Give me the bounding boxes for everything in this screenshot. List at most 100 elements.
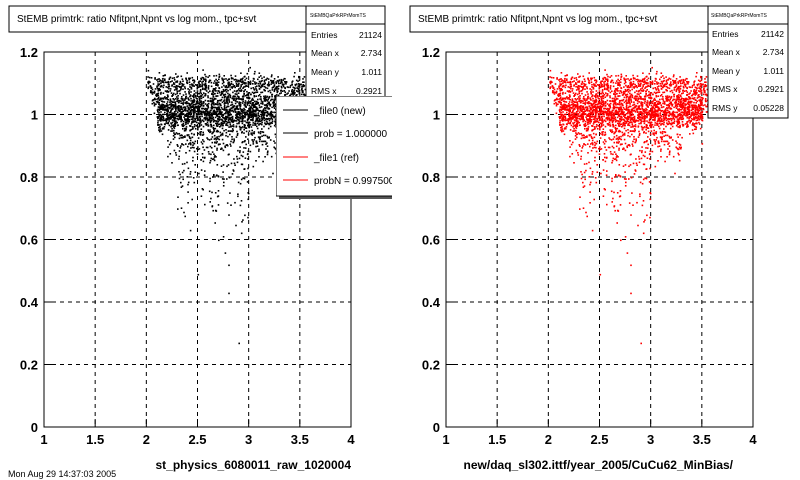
data-point <box>291 84 293 86</box>
data-point <box>267 118 269 120</box>
data-point <box>240 81 243 83</box>
data-point <box>266 104 269 107</box>
data-point <box>253 132 255 135</box>
x-tick-label: 2 <box>143 432 150 447</box>
data-point <box>179 110 181 112</box>
data-point <box>263 110 265 112</box>
data-point <box>688 86 691 88</box>
data-point <box>673 117 675 120</box>
data-point <box>274 107 276 109</box>
data-point <box>559 111 561 113</box>
data-point <box>625 100 627 102</box>
data-point <box>644 111 646 114</box>
data-point <box>266 107 268 109</box>
data-point <box>228 83 231 85</box>
data-point <box>172 104 174 106</box>
data-point <box>209 159 212 162</box>
data-point <box>239 79 242 82</box>
data-point <box>189 139 192 142</box>
data-point <box>274 105 277 108</box>
data-point <box>165 91 168 93</box>
data-point <box>287 92 289 94</box>
data-point <box>197 117 199 120</box>
data-point <box>270 98 273 101</box>
data-point <box>265 111 268 114</box>
data-point <box>241 122 244 125</box>
data-point <box>599 114 601 116</box>
data-point <box>175 86 177 88</box>
data-point <box>170 117 172 120</box>
data-point <box>231 128 234 130</box>
data-point <box>185 123 187 126</box>
data-point <box>642 98 644 100</box>
data-point <box>648 90 650 93</box>
data-point <box>592 123 595 125</box>
data-point <box>210 105 213 107</box>
data-point <box>695 99 697 101</box>
data-point <box>627 85 629 88</box>
data-point <box>570 78 573 80</box>
data-point <box>620 75 623 78</box>
data-point <box>265 120 268 122</box>
data-point <box>234 120 236 122</box>
data-point <box>162 117 165 120</box>
data-point <box>221 115 223 117</box>
data-point <box>254 114 257 117</box>
data-point <box>169 99 172 102</box>
data-point <box>166 81 168 84</box>
data-point <box>217 175 220 177</box>
data-point <box>643 108 645 111</box>
data-point <box>222 142 225 145</box>
data-point <box>204 86 207 89</box>
data-point <box>230 107 232 110</box>
data-point <box>623 77 625 80</box>
data-point <box>219 109 222 111</box>
data-point <box>559 83 561 85</box>
data-point <box>167 116 169 118</box>
data-point <box>666 134 669 137</box>
data-point <box>584 106 587 109</box>
data-point <box>217 106 219 109</box>
data-point <box>639 79 642 82</box>
data-point <box>263 98 266 101</box>
data-point <box>213 89 216 91</box>
data-point <box>639 116 642 119</box>
data-point <box>693 89 696 91</box>
data-point <box>256 91 259 93</box>
data-point <box>682 114 685 116</box>
data-point <box>211 158 214 160</box>
data-point <box>214 106 216 109</box>
data-point <box>592 86 594 89</box>
data-point <box>161 133 164 136</box>
data-point <box>677 85 680 88</box>
data-point <box>162 75 165 77</box>
data-point <box>223 96 226 98</box>
data-point <box>260 75 262 77</box>
data-point <box>267 137 269 139</box>
data-point <box>260 80 262 83</box>
data-point <box>648 94 650 97</box>
data-point <box>188 78 191 80</box>
data-point <box>194 128 197 130</box>
data-point <box>257 117 259 120</box>
data-point <box>240 89 242 91</box>
data-point <box>255 100 258 103</box>
data-point <box>248 110 250 113</box>
data-point <box>247 83 250 85</box>
data-point <box>657 117 660 119</box>
data-point <box>268 84 271 86</box>
data-point <box>649 97 652 99</box>
data-point <box>209 121 212 124</box>
data-point <box>177 99 179 102</box>
data-point <box>563 78 566 80</box>
data-point <box>609 100 612 102</box>
data-point <box>233 138 235 140</box>
data-point <box>640 88 642 90</box>
data-point <box>243 140 246 143</box>
data-point <box>186 105 189 107</box>
data-point <box>263 79 266 82</box>
data-point <box>216 129 218 132</box>
data-point <box>679 98 681 101</box>
data-point <box>623 86 625 88</box>
data-point <box>227 121 229 124</box>
